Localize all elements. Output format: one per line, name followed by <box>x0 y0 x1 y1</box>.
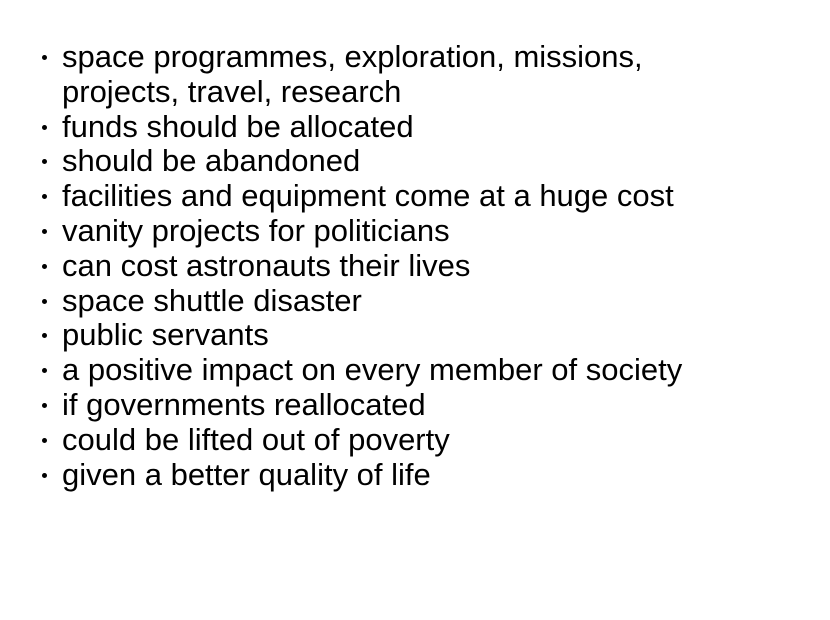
list-item: should be abandoned <box>40 143 820 179</box>
list-item: public servants <box>40 317 820 353</box>
bullet-dot <box>42 298 47 304</box>
list-item-text: given a better quality of life <box>62 456 431 492</box>
bullet-dot <box>42 437 47 443</box>
bullet-dot <box>42 124 47 130</box>
bullet-dot <box>42 402 47 408</box>
list-item: could be lifted out of poverty <box>40 421 820 458</box>
bullet-dot <box>42 263 47 269</box>
list-item-text: can cost astronauts their lives <box>62 247 471 283</box>
list-item-text: a positive impact on every member of soc… <box>62 352 683 388</box>
list-item: if governments reallocated <box>40 386 820 423</box>
list-item-text: facilities and equipment come at a huge … <box>62 178 674 214</box>
bullet-dot <box>42 194 47 200</box>
bullet-list: space programmes, exploration, missions,… <box>40 39 820 493</box>
bullet-dot <box>42 228 47 234</box>
bullet-dot <box>42 159 47 165</box>
list-item-text: public servants <box>62 317 269 353</box>
list-item: funds should be allocated <box>40 108 820 145</box>
list-item: space shuttle disaster <box>40 282 820 319</box>
list-item: vanity projects for politicians <box>40 212 820 249</box>
list-item-text: space programmes, exploration, missions,… <box>62 39 643 109</box>
list-item-text: should be abandoned <box>62 143 361 179</box>
list-item-text: vanity projects for politicians <box>62 212 450 248</box>
list-item-text: if governments reallocated <box>62 386 426 422</box>
list-item: given a better quality of life <box>40 456 820 493</box>
bullet-dot <box>42 55 47 60</box>
list-item-text: could be lifted out of poverty <box>62 421 450 457</box>
list-item: facilities and equipment come at a huge … <box>40 178 820 214</box>
list-item: can cost astronauts their lives <box>40 247 820 284</box>
list-item: space programmes, exploration, missions,… <box>40 39 762 110</box>
list-item: a positive impact on every member of soc… <box>40 352 820 388</box>
bullet-dot <box>42 333 47 339</box>
list-item-text: space shuttle disaster <box>62 282 362 318</box>
list-item-text: funds should be allocated <box>62 108 414 144</box>
bullet-dot <box>42 368 47 374</box>
bullet-dot <box>42 472 47 478</box>
